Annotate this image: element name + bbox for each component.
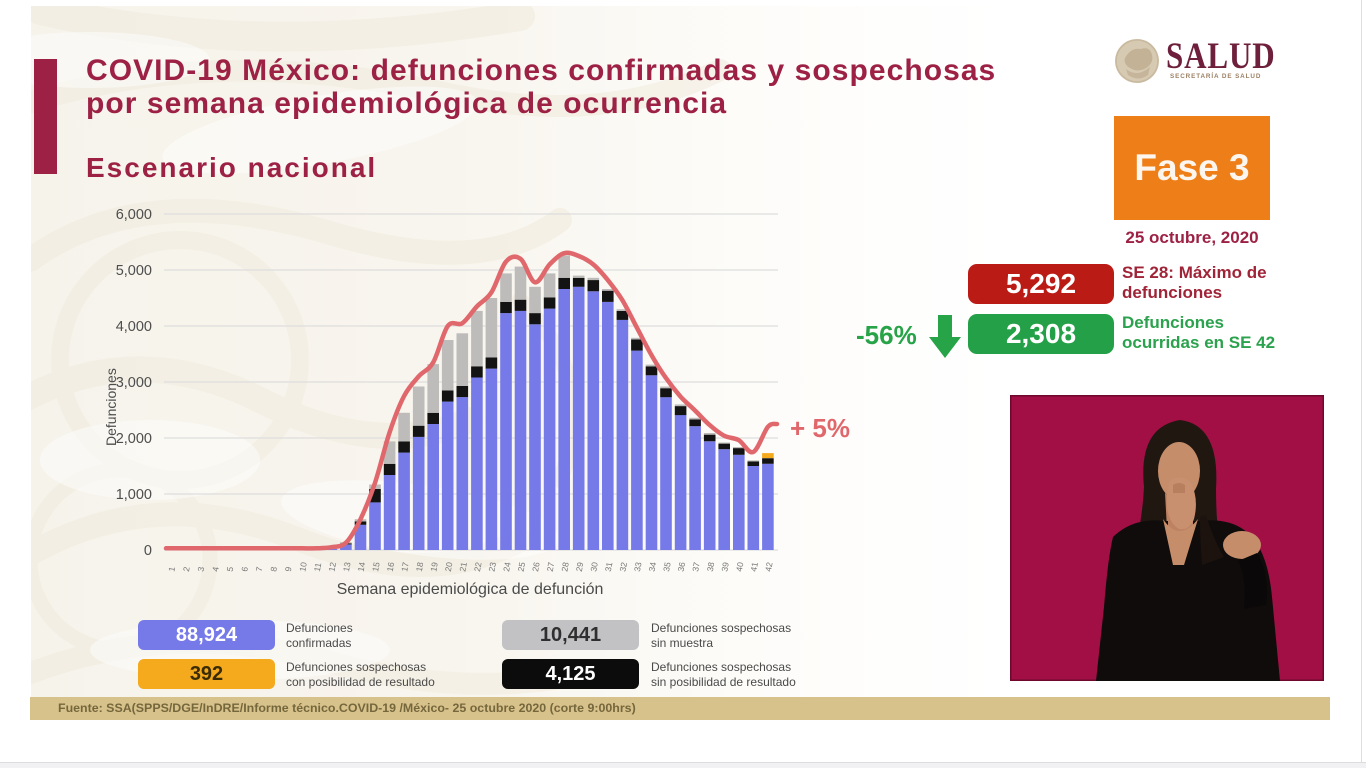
svg-text:6: 6 <box>239 566 250 573</box>
svg-text:29: 29 <box>574 561 586 572</box>
svg-text:25: 25 <box>516 561 528 572</box>
svg-text:12: 12 <box>327 561 339 572</box>
svg-text:31: 31 <box>603 561 615 572</box>
svg-text:17: 17 <box>399 561 411 572</box>
svg-text:27: 27 <box>545 561 557 572</box>
svg-text:42: 42 <box>763 561 775 572</box>
svg-text:1,000: 1,000 <box>116 487 152 503</box>
svg-text:37: 37 <box>690 561 702 572</box>
svg-text:7: 7 <box>254 566 265 573</box>
svg-text:20: 20 <box>443 561 455 572</box>
svg-text:1: 1 <box>166 566 177 573</box>
svg-text:10: 10 <box>297 561 309 572</box>
svg-text:23: 23 <box>487 561 499 572</box>
svg-text:4,000: 4,000 <box>116 319 152 335</box>
svg-text:Defunciones: Defunciones <box>103 368 119 446</box>
svg-text:4: 4 <box>210 566 221 573</box>
svg-text:5,000: 5,000 <box>116 263 152 279</box>
svg-text:34: 34 <box>647 561 659 572</box>
svg-text:22: 22 <box>472 561 484 572</box>
svg-text:2: 2 <box>181 566 192 573</box>
svg-text:39: 39 <box>719 561 731 572</box>
svg-text:6,000: 6,000 <box>116 207 152 223</box>
svg-text:41: 41 <box>748 561 760 572</box>
svg-text:24: 24 <box>501 561 513 572</box>
svg-text:21: 21 <box>457 561 469 572</box>
svg-text:Semana epidemiológica de defun: Semana epidemiológica de defunción <box>337 581 604 598</box>
svg-text:3,000: 3,000 <box>116 375 152 391</box>
svg-text:2,000: 2,000 <box>116 431 152 447</box>
svg-text:38: 38 <box>705 561 717 572</box>
svg-text:3: 3 <box>196 566 207 573</box>
svg-text:0: 0 <box>144 543 152 559</box>
svg-text:40: 40 <box>734 561 746 572</box>
svg-text:28: 28 <box>559 561 571 572</box>
svg-text:36: 36 <box>676 561 688 572</box>
svg-text:14: 14 <box>356 561 368 572</box>
svg-text:11: 11 <box>312 562 323 573</box>
svg-text:5: 5 <box>225 566 236 573</box>
svg-text:18: 18 <box>414 561 426 572</box>
svg-text:16: 16 <box>385 561 397 572</box>
svg-text:13: 13 <box>341 561 353 572</box>
svg-text:26: 26 <box>530 561 542 572</box>
svg-text:32: 32 <box>618 561 630 572</box>
svg-text:8: 8 <box>268 566 279 573</box>
svg-text:30: 30 <box>588 561 600 572</box>
svg-text:+ 5%: + 5% <box>790 413 850 443</box>
svg-text:15: 15 <box>370 561 382 572</box>
svg-text:9: 9 <box>283 566 294 573</box>
svg-text:19: 19 <box>428 561 440 572</box>
svg-text:35: 35 <box>661 561 673 572</box>
svg-text:33: 33 <box>632 561 644 572</box>
